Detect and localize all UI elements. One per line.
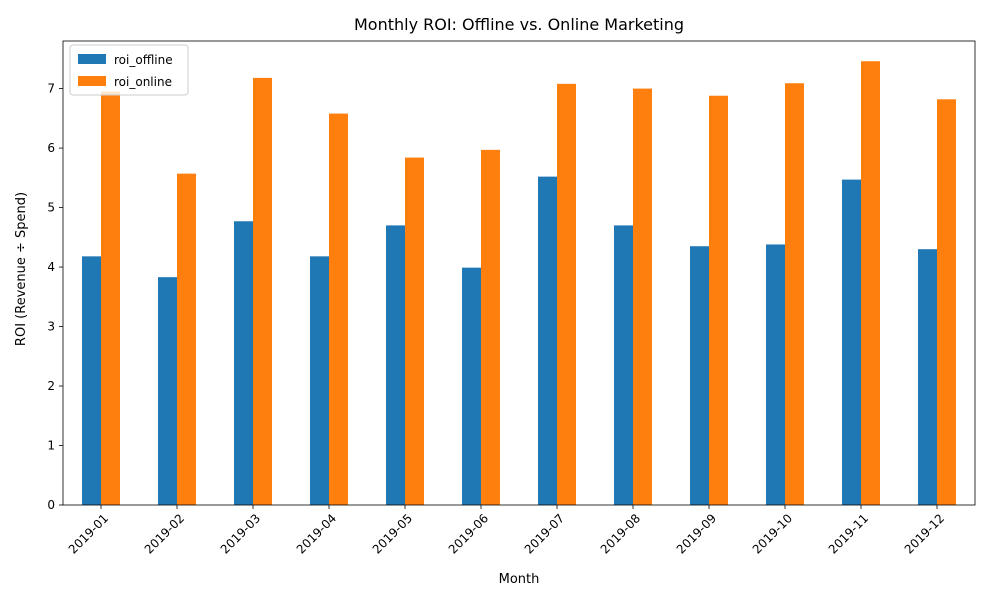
x-tick-label: 2019-12: [902, 511, 947, 556]
bar-roi_online-2019-11: [861, 61, 880, 505]
bar-roi_offline-2019-11: [842, 179, 861, 505]
bar-roi_offline-2019-12: [918, 249, 937, 505]
y-tick-label: 5: [47, 201, 55, 215]
x-tick-label: 2019-01: [66, 511, 111, 556]
bar-roi_offline-2019-06: [462, 267, 481, 505]
bar-roi_offline-2019-09: [690, 246, 709, 505]
y-tick-label: 6: [47, 141, 55, 155]
bar-roi_offline-2019-05: [386, 225, 405, 505]
legend-swatch-roi_offline: [78, 54, 106, 64]
plot-area: 0 1 2 3 4 5 6 7 2019-01 2019-02 2019-03 2019-04 2019…: [47, 40, 976, 557]
x-tick-label: 2019-05: [370, 511, 415, 556]
axes-frame: [62, 40, 976, 506]
chart-title: Monthly ROI: Offline vs. Online Marketin…: [354, 15, 684, 34]
x-tick-label: 2019-06: [446, 511, 491, 556]
bar-roi_offline-2019-08: [614, 225, 633, 505]
bar-roi_online-2019-09: [709, 95, 728, 505]
y-tick-label: 1: [47, 439, 55, 453]
bar-roi_online-2019-04: [329, 113, 348, 506]
x-tick-label: 2019-08: [598, 511, 643, 556]
bar-roi_online-2019-10: [785, 83, 804, 505]
legend-label-roi_offline: roi_offline: [114, 53, 173, 67]
bar-roi_online-2019-01: [101, 91, 120, 506]
x-tick-label: 2019-02: [142, 511, 187, 556]
bar-roi_offline-2019-07: [538, 176, 557, 505]
x-tick-label: 2019-09: [674, 511, 719, 556]
bar-roi_online-2019-02: [177, 173, 196, 505]
bar-roi_online-2019-05: [405, 157, 424, 505]
bar-roi_online-2019-06: [481, 149, 500, 505]
y-tick-label: 4: [47, 260, 55, 274]
bar-roi_online-2019-07: [557, 83, 576, 505]
x-tick-label: 2019-10: [750, 511, 795, 556]
x-tick-label: 2019-03: [218, 511, 263, 556]
bar-roi_online-2019-08: [633, 88, 652, 505]
bar-roi_offline-2019-10: [766, 244, 785, 505]
bar-roi_offline-2019-04: [310, 256, 329, 505]
bar-roi_offline-2019-02: [158, 277, 177, 505]
y-tick-label: 0: [47, 498, 55, 512]
bar-roi_online-2019-12: [937, 99, 956, 506]
x-axis-label: Month: [499, 572, 540, 587]
legend-label-roi_online: roi_online: [114, 75, 172, 89]
bar-roi_offline-2019-01: [82, 256, 101, 505]
y-tick-label: 7: [47, 82, 55, 96]
x-tick-label: 2019-04: [294, 511, 339, 556]
y-axis-label: ROI (Revenue ÷ Spend): [14, 192, 29, 346]
bar-roi_online-2019-03: [253, 77, 272, 505]
legend: roi_offline roi_online: [69, 44, 189, 96]
bar-roi_offline-2019-03: [234, 221, 253, 505]
y-tick-label: 2: [47, 379, 55, 393]
x-tick-label: 2019-11: [826, 511, 871, 556]
x-tick-label: 2019-07: [522, 511, 567, 556]
y-tick-label: 3: [47, 320, 55, 334]
legend-swatch-roi_online: [78, 76, 106, 86]
